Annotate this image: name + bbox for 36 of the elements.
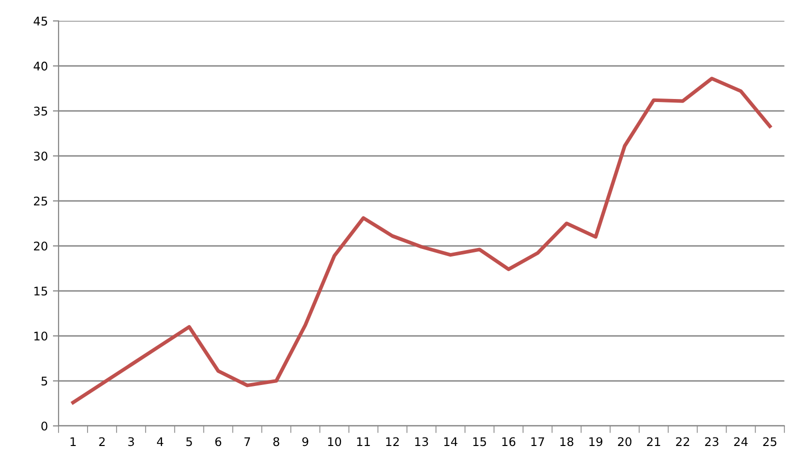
x-tick-label: 13: [415, 437, 428, 446]
y-tick-label: 30: [34, 152, 48, 161]
x-tick-label: 22: [676, 437, 690, 446]
x-tick-label: 1: [70, 437, 76, 446]
y-tick-label: 45: [34, 16, 48, 26]
x-tick-label: 12: [386, 437, 399, 446]
y-tick-label: 40: [34, 62, 48, 71]
y-tick-label: 20: [34, 242, 48, 251]
y-tick-label: 25: [34, 196, 48, 206]
x-tick-label: 24: [734, 437, 748, 446]
y-tick-label: 10: [34, 332, 48, 341]
x-tick-label: 18: [560, 437, 574, 446]
x-tick-label: 23: [705, 437, 718, 446]
x-tick-label: 21: [647, 437, 660, 446]
x-tick-label: 8: [273, 437, 280, 446]
x-tick-label: 7: [244, 437, 250, 446]
x-tick-label: 25: [763, 437, 776, 446]
x-tick-label: 10: [328, 437, 342, 446]
x-tick-label: 9: [302, 437, 308, 446]
y-tick-label: 35: [34, 106, 48, 116]
x-tick-label: 5: [186, 437, 192, 446]
x-tick-label: 20: [618, 437, 632, 446]
x-tick-label: 19: [589, 437, 602, 446]
line-series: [71, 76, 772, 404]
x-tick-label: 4: [156, 437, 164, 446]
x-tick-label: 16: [502, 437, 516, 446]
x-tick-label: 3: [128, 437, 134, 446]
x-tick-label: 17: [531, 437, 544, 446]
x-tick-label: 14: [444, 437, 458, 446]
x-tick-label: 11: [357, 437, 370, 446]
y-tick-label: 0: [41, 422, 48, 431]
x-tick-label: 2: [99, 437, 105, 446]
x-tick-label: 15: [473, 437, 486, 446]
x-tick-label: 6: [215, 437, 222, 446]
y-tick-label: 5: [42, 376, 48, 386]
y-tick-label: 15: [34, 286, 48, 296]
